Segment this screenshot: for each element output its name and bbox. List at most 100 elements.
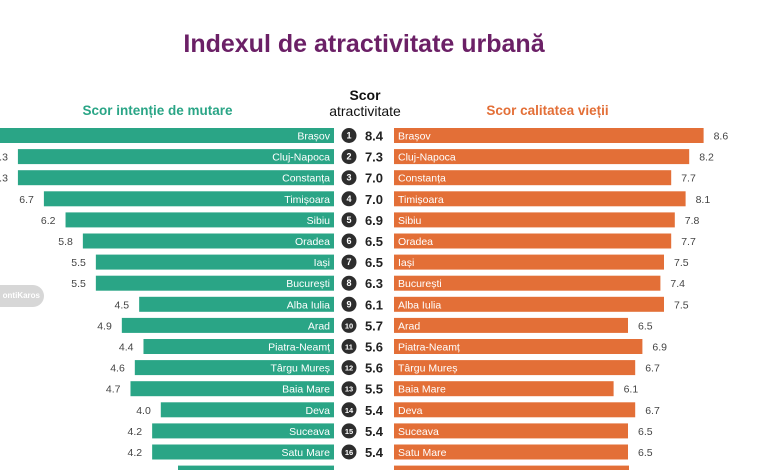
right-city-label: Arad (398, 320, 420, 332)
rank-number: 9 (346, 299, 351, 309)
left-value-label: 7.3 (0, 152, 8, 164)
rank-number: 4 (346, 194, 351, 204)
left-city-label: București (286, 278, 330, 290)
right-bar (394, 128, 704, 143)
right-bar (394, 423, 628, 439)
left-bar-cropped (178, 465, 334, 470)
right-bar (394, 149, 690, 165)
rank-number: 15 (345, 427, 353, 436)
rank-badge (341, 275, 357, 291)
right-city-label: Constanța (398, 173, 446, 185)
right-bar (394, 402, 636, 418)
rank-badge (341, 402, 357, 418)
right-bar (394, 296, 664, 312)
rank-badge (341, 254, 357, 270)
right-value-label: 6.5 (638, 320, 653, 332)
left-bar (134, 360, 334, 376)
right-bar (394, 317, 628, 333)
right-city-label: Deva (398, 405, 423, 417)
right-value-label: 6.7 (645, 363, 660, 375)
header-attractiveness: Scor atractivitate (315, 87, 415, 119)
right-value-label: 8.1 (696, 194, 711, 206)
right-city-label: Sibiu (398, 215, 422, 227)
rank-number: 7 (346, 257, 351, 267)
right-city-label: Cluj-Napoca (398, 152, 456, 164)
right-bar (394, 444, 628, 460)
left-bar (95, 254, 334, 270)
left-city-label: Alba Iulia (287, 299, 330, 311)
attractiveness-score: 5.5 (365, 382, 383, 397)
left-bar (160, 402, 334, 418)
left-bar (65, 212, 334, 228)
rank-number: 3 (346, 173, 351, 183)
left-value-label: 5.5 (71, 257, 86, 269)
attractiveness-score: 6.5 (365, 255, 383, 270)
right-bar-cropped (394, 465, 629, 470)
right-value-label: 6.5 (638, 426, 653, 438)
left-city-label: Iași (314, 257, 330, 269)
right-city-label: Brașov (398, 131, 431, 143)
left-bar (143, 339, 334, 354)
rank-number: 16 (345, 448, 353, 457)
right-bar (394, 339, 643, 354)
left-city-label: Baia Mare (282, 384, 330, 396)
left-value-label: 4.4 (119, 342, 134, 354)
right-bar (394, 360, 636, 376)
right-value-label: 7.8 (685, 215, 700, 227)
left-value-label: 5.8 (58, 236, 73, 248)
left-bar (95, 275, 334, 291)
header-quality-of-life: Scor calitatea vieții (486, 103, 609, 118)
right-city-label: Timișoara (398, 194, 444, 206)
rank-number: 8 (346, 278, 351, 288)
left-value-label: 6.7 (19, 194, 34, 206)
left-value-label: 6.2 (41, 215, 56, 227)
right-city-label: Baia Mare (398, 384, 446, 396)
rank-badge (341, 317, 357, 333)
left-bar (17, 170, 334, 186)
left-city-label: Cluj-Napoca (272, 152, 330, 164)
attractiveness-score: 5.6 (365, 340, 383, 355)
rank-number: 13 (345, 385, 353, 394)
left-value-label: 4.2 (128, 426, 143, 438)
left-city-label: Timișoara (284, 194, 330, 206)
right-value-label: 7.5 (674, 257, 689, 269)
right-value-label: 6.1 (624, 384, 639, 396)
right-city-label: Târgu Mureș (398, 363, 458, 375)
attractiveness-score: 5.4 (365, 424, 384, 439)
rank-number: 10 (345, 321, 353, 330)
left-city-label: Târgu Mureș (270, 363, 330, 375)
right-value-label: 7.5 (674, 299, 689, 311)
right-city-label: Alba Iulia (398, 299, 441, 311)
left-value-label: 5.5 (71, 278, 86, 290)
chart-title: Indexul de atractivitate urbană (183, 30, 545, 58)
right-value-label: 7.7 (681, 236, 696, 248)
right-value-label: 8.2 (699, 152, 714, 164)
rank-badge (341, 360, 357, 376)
right-city-label: Suceava (398, 426, 439, 438)
rank-badge (341, 170, 357, 186)
right-bar (394, 275, 661, 291)
left-bar (130, 381, 334, 397)
right-bar (394, 254, 664, 270)
attractiveness-score: 8.4 (365, 129, 384, 144)
left-value-label: 4.2 (128, 447, 143, 459)
right-city-label: Iași (398, 257, 414, 269)
right-value-label: 6.5 (638, 447, 653, 459)
rank-badge (341, 444, 357, 460)
attractiveness-score: 7.0 (365, 192, 383, 207)
left-value-label: 4.6 (110, 363, 125, 375)
right-value-label: 7.7 (681, 173, 696, 185)
left-city-label: Suceava (289, 426, 330, 438)
right-bar (394, 170, 672, 186)
right-bar (394, 191, 686, 207)
rank-badge (341, 423, 357, 439)
attractiveness-score: 6.1 (365, 297, 383, 312)
left-bar (43, 191, 334, 207)
right-city-label: București (398, 278, 442, 290)
right-city-label: Piatra-Neamț (398, 342, 460, 354)
right-value-label: 6.9 (652, 342, 667, 354)
attractiveness-score: 6.3 (365, 276, 383, 291)
right-bar (394, 233, 672, 249)
left-city-label: Arad (308, 320, 330, 332)
